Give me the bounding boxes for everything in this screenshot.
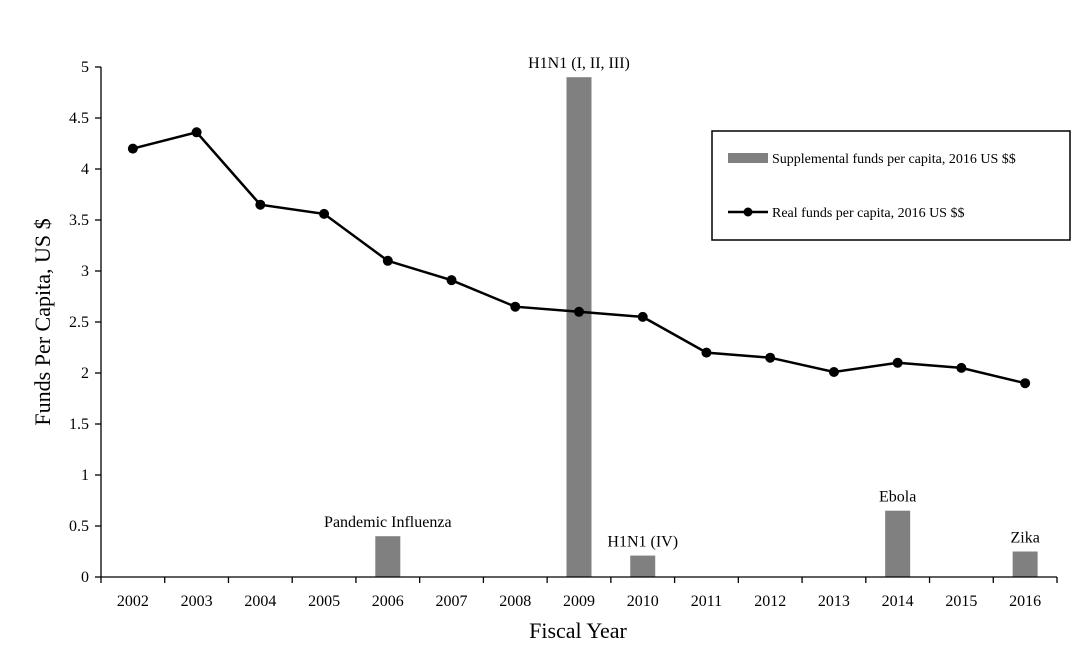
y-axis-title: Funds Per Capita, US $ <box>30 218 55 425</box>
bar-2009 <box>566 77 592 577</box>
x-tick-label-2013: 2013 <box>818 593 850 610</box>
y-tick-label-3.5: 3.5 <box>69 212 89 229</box>
x-tick-label-2006: 2006 <box>372 593 404 610</box>
x-tick-label-2005: 2005 <box>308 593 340 610</box>
real-funds-point-2012 <box>765 352 776 363</box>
x-axis-title: Fiscal Year <box>529 618 627 643</box>
y-tick-label-0: 0 <box>81 569 89 586</box>
real-funds-point-2005 <box>319 208 330 219</box>
real-funds-point-2007 <box>446 275 457 286</box>
axes-layer <box>95 66 1058 583</box>
annotation-2016: Zika <box>1010 530 1039 547</box>
y-tick-label-3: 3 <box>81 263 89 280</box>
x-tick-label-2004: 2004 <box>244 593 276 610</box>
real-funds-point-2008 <box>510 301 521 312</box>
labels-layer: 0 0.5 1 1.5 2 2.5 3 3.5 4 4.5 5 2002 2003 2004 2005 200… <box>69 55 1041 610</box>
x-tick-label-2010: 2010 <box>627 593 659 610</box>
annotation-2010: H1N1 (IV) <box>607 534 678 551</box>
real-funds-point-2016 <box>1020 378 1031 389</box>
bar-2006 <box>375 536 401 577</box>
bar-2016 <box>1012 551 1038 577</box>
legend: Supplemental funds per capita, 2016 US $… <box>711 130 1071 241</box>
real-funds-point-2009 <box>574 306 584 317</box>
x-tick-label-2015: 2015 <box>945 593 977 610</box>
x-tick-label-2003: 2003 <box>181 593 213 610</box>
real-funds-point-2014 <box>892 357 903 368</box>
legend-box <box>711 130 1071 241</box>
x-tick-label-2016: 2016 <box>1009 593 1041 610</box>
annotation-2009: H1N1 (I, II, III) <box>528 55 630 72</box>
y-tick-label-5: 5 <box>81 59 89 76</box>
line-layer <box>127 127 1031 389</box>
legend-bar-swatch <box>728 153 768 163</box>
y-tick-label-2: 2 <box>81 365 89 382</box>
legend-line-marker <box>743 207 753 217</box>
annotation-2014: Ebola <box>879 489 916 506</box>
bars-layer <box>375 77 1038 577</box>
x-tick-label-2007: 2007 <box>436 593 468 610</box>
legend-label-supplemental: Supplemental funds per capita, 2016 US $… <box>772 152 1016 167</box>
real-funds-point-2015 <box>956 362 967 373</box>
real-funds-point-2010 <box>637 311 648 322</box>
y-tick-label-4.5: 4.5 <box>69 110 89 127</box>
legend-label-real: Real funds per capita, 2016 US $$ <box>772 206 964 221</box>
real-funds-point-2011 <box>701 347 712 358</box>
x-tick-label-2014: 2014 <box>882 593 914 610</box>
y-tick-label-2.5: 2.5 <box>69 314 89 331</box>
real-funds-point-2003 <box>191 127 202 138</box>
y-tick-label-1: 1 <box>81 467 89 484</box>
y-tick-label-0.5: 0.5 <box>69 518 89 535</box>
real-funds-point-2006 <box>382 255 393 266</box>
x-tick-label-2009: 2009 <box>563 593 595 610</box>
x-tick-label-2012: 2012 <box>754 593 786 610</box>
x-tick-label-2011: 2011 <box>691 593 722 610</box>
real-funds-point-2002 <box>127 143 138 154</box>
real-funds-point-2013 <box>828 366 839 377</box>
annotation-2006: Pandemic Influenza <box>324 514 452 531</box>
bar-2010 <box>630 555 656 577</box>
x-tick-label-2008: 2008 <box>499 593 531 610</box>
real-funds-point-2004 <box>255 199 266 210</box>
x-tick-label-2002: 2002 <box>117 593 149 610</box>
y-tick-label-4: 4 <box>81 161 89 178</box>
y-tick-label-1.5: 1.5 <box>69 416 89 433</box>
bar-2014 <box>885 510 911 577</box>
